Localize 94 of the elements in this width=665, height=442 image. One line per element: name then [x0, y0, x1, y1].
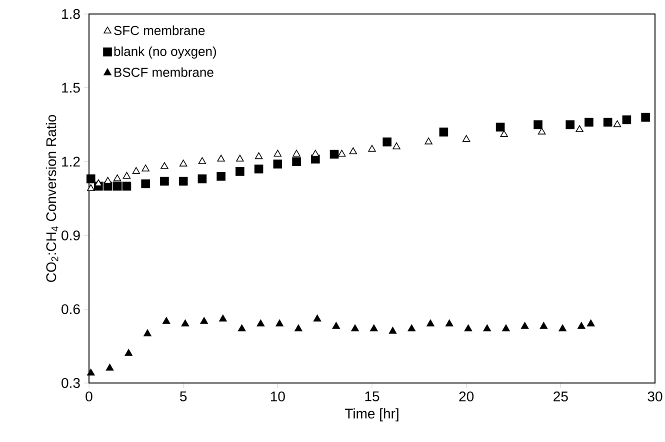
point — [216, 172, 226, 181]
point — [160, 176, 169, 186]
point — [200, 317, 208, 324]
point — [603, 118, 612, 127]
point — [576, 125, 584, 132]
point — [238, 324, 246, 332]
point — [179, 160, 188, 166]
point — [483, 324, 491, 332]
legend-label: blank (no oyxgen) — [114, 46, 216, 59]
point — [141, 179, 150, 188]
point — [313, 314, 322, 322]
point — [236, 154, 244, 162]
point — [178, 176, 188, 186]
point — [87, 368, 95, 376]
point — [132, 167, 140, 174]
point — [540, 322, 548, 329]
y-tick-label: 0.3 — [62, 378, 80, 388]
x-tick-label: 0 — [86, 392, 92, 402]
point — [641, 112, 650, 122]
x-tick-label: 15 — [365, 392, 380, 402]
point — [534, 120, 542, 130]
point — [496, 122, 505, 132]
point — [388, 326, 397, 334]
point — [622, 115, 632, 124]
point — [122, 172, 131, 179]
point — [349, 147, 357, 154]
point — [584, 118, 594, 127]
point — [408, 324, 416, 332]
point — [330, 150, 339, 159]
point — [256, 320, 265, 326]
point — [382, 138, 392, 146]
y-tick-label: 1.5 — [62, 82, 80, 93]
point — [368, 144, 376, 152]
x-tick-label: 25 — [554, 392, 568, 402]
point — [332, 322, 340, 329]
point — [124, 349, 132, 356]
point — [142, 164, 150, 172]
point — [144, 329, 152, 336]
x-tick-label: 10 — [270, 392, 285, 402]
y-tick-label: 0.9 — [62, 230, 80, 240]
point — [566, 120, 575, 130]
point — [462, 135, 470, 142]
x-axis-title: Time [hr] — [344, 408, 398, 422]
y-tick-label: 0.6 — [62, 304, 80, 314]
point — [578, 322, 586, 329]
x-tick-label: 30 — [648, 392, 662, 402]
point — [445, 320, 454, 326]
point — [87, 184, 95, 192]
point — [613, 120, 622, 128]
point — [312, 150, 320, 157]
point — [500, 130, 508, 137]
legend-label: BSCF membrane — [114, 67, 214, 77]
point — [112, 182, 122, 191]
point — [292, 150, 300, 157]
point — [181, 320, 190, 326]
point — [104, 176, 112, 184]
point — [219, 314, 227, 322]
point — [292, 157, 301, 166]
point — [198, 174, 207, 184]
point — [439, 128, 448, 136]
point — [106, 364, 114, 371]
point — [254, 164, 264, 174]
point — [86, 174, 96, 184]
point — [236, 167, 244, 176]
point — [276, 320, 284, 326]
point — [113, 174, 122, 182]
x-tick-label: 5 — [180, 392, 187, 402]
point — [294, 324, 302, 332]
point — [586, 320, 595, 326]
point — [351, 324, 359, 332]
point — [162, 317, 170, 324]
y-tick-label: 1.8 — [62, 9, 80, 19]
point — [94, 179, 102, 186]
point — [502, 324, 510, 332]
point — [424, 138, 432, 144]
legend-label: SFC membrane — [114, 26, 205, 36]
point — [274, 150, 282, 157]
point — [558, 324, 566, 332]
point — [122, 182, 132, 191]
point — [392, 142, 400, 150]
point — [464, 324, 472, 332]
point — [254, 152, 263, 160]
point — [198, 157, 206, 164]
x-tick-label: 20 — [459, 392, 474, 402]
point — [217, 154, 225, 162]
point — [370, 324, 378, 332]
point — [160, 162, 168, 169]
point — [338, 150, 346, 157]
y-tick-label: 1.2 — [62, 156, 80, 166]
point — [538, 128, 546, 134]
point — [426, 320, 434, 326]
y-axis-title: CO$_{2}$:CH$_{4}$ Conversion Ratio — [46, 114, 58, 282]
point — [520, 322, 529, 329]
point — [273, 160, 282, 168]
